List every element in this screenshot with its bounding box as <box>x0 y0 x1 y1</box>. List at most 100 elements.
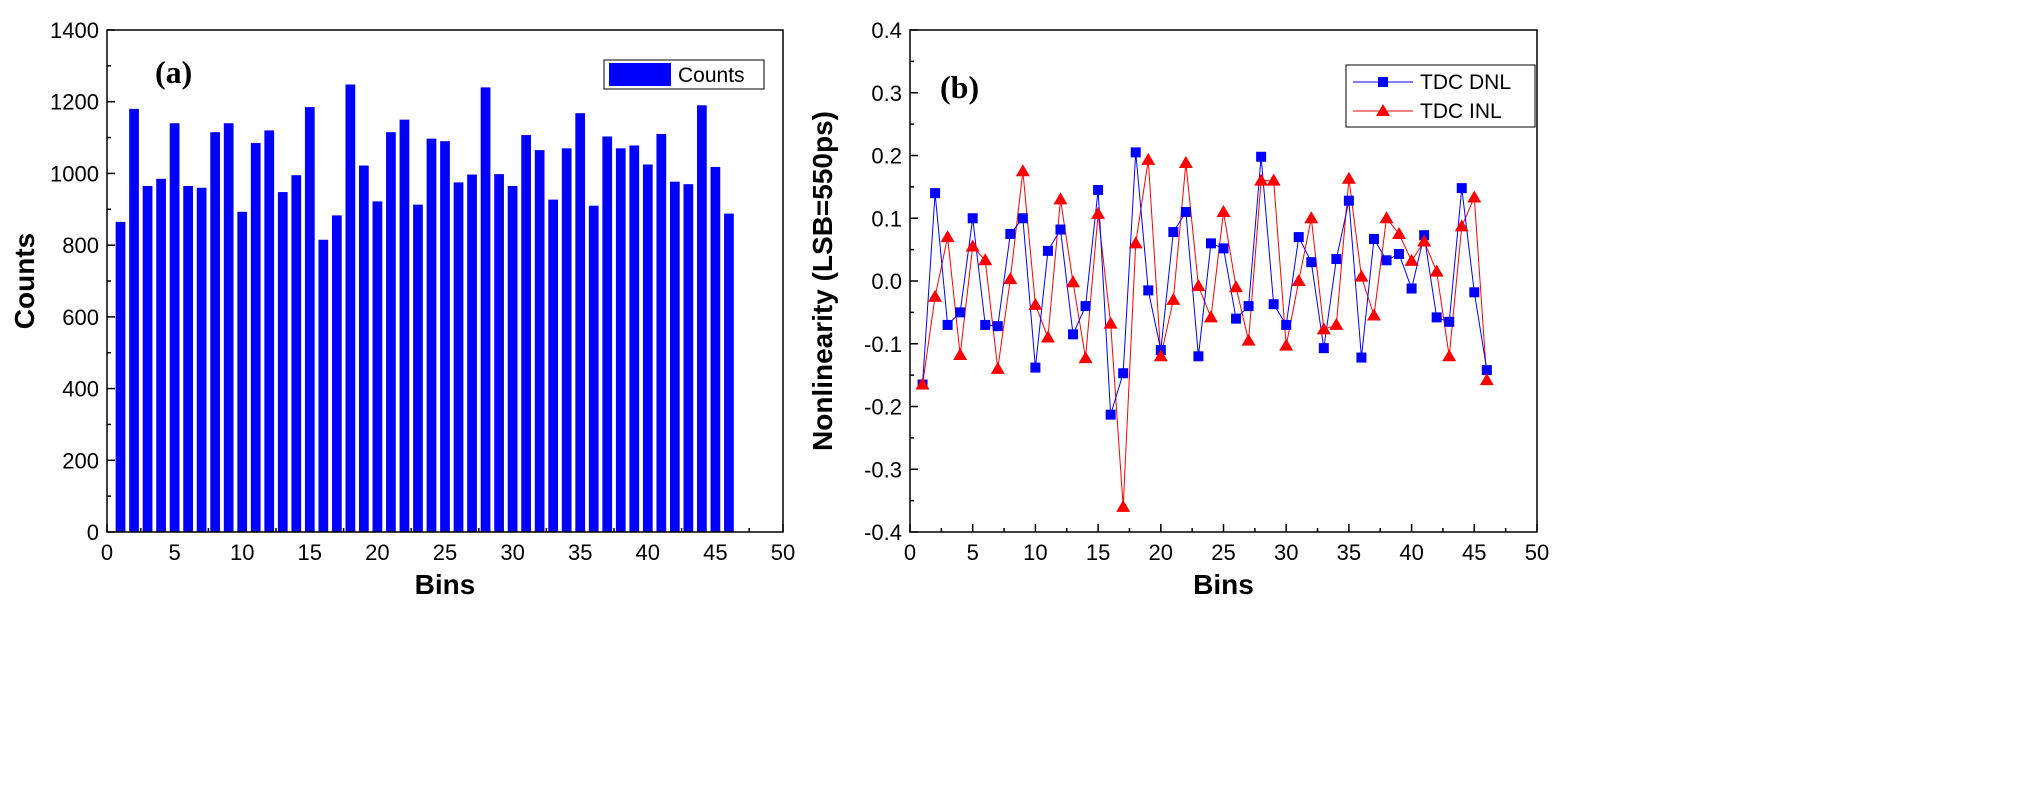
bar <box>724 213 734 533</box>
x-tick-label: 25 <box>433 540 457 565</box>
bar <box>697 105 707 533</box>
y-tick-label: 600 <box>62 305 99 330</box>
data-point-square <box>1130 147 1141 158</box>
data-point-triangle <box>940 230 955 243</box>
series-line <box>922 152 1488 415</box>
data-point-square <box>1456 183 1467 194</box>
data-point-triangle <box>1467 190 1482 203</box>
data-point-square <box>1394 249 1405 260</box>
data-point-triangle <box>1354 269 1369 282</box>
data-point-square <box>1017 213 1028 224</box>
data-point-triangle <box>1166 292 1181 305</box>
data-point-triangle <box>1066 275 1081 288</box>
y-tick-label: 200 <box>62 448 99 473</box>
data-point-square <box>1343 195 1354 206</box>
bar <box>467 174 477 533</box>
y-tick-label: -0.3 <box>864 457 902 482</box>
x-tick-label: 50 <box>771 540 795 565</box>
data-point-triangle <box>965 239 980 252</box>
x-tick-label: 20 <box>365 540 389 565</box>
bar <box>480 87 491 532</box>
bar <box>386 132 396 532</box>
data-point-square <box>1318 343 1329 354</box>
data-point-square <box>955 307 966 318</box>
data-point-triangle <box>1015 164 1030 177</box>
data-point-triangle <box>1291 274 1306 286</box>
data-point-triangle <box>1417 234 1432 247</box>
data-point-square <box>1105 409 1116 420</box>
legend: TDC DNL TDC INL <box>1345 64 1536 128</box>
data-point-triangle <box>978 253 993 266</box>
y-tick-label: 1000 <box>50 161 99 186</box>
plot-frame <box>909 29 1538 533</box>
bar <box>413 204 423 533</box>
data-point-square <box>1243 301 1254 312</box>
y-tick-label: 0 <box>87 520 99 545</box>
bar <box>359 165 369 533</box>
y-tick-label: 1200 <box>50 90 99 115</box>
y-tick-label: 1400 <box>50 18 99 43</box>
bar <box>494 174 504 532</box>
data-point-triangle <box>1404 253 1419 266</box>
x-tick-label: 10 <box>1023 540 1047 565</box>
data-point-square <box>1143 285 1154 296</box>
y-axis-label: Nonlinearity (LSB=550ps) <box>807 111 838 451</box>
bar <box>196 187 207 532</box>
data-point-triangle <box>1028 297 1043 310</box>
data-point-square <box>1381 255 1392 266</box>
data-point-square <box>1431 312 1442 323</box>
data-point-triangle <box>990 361 1005 374</box>
x-tick-label: 15 <box>298 540 322 565</box>
data-point-square <box>1306 257 1317 268</box>
bar <box>669 181 680 532</box>
bar <box>115 221 126 533</box>
y-tick-label: 0.0 <box>871 269 902 294</box>
bar <box>345 84 356 532</box>
data-point-triangle <box>1191 279 1206 292</box>
bar <box>575 113 586 532</box>
data-point-square <box>1268 299 1279 310</box>
legend-swatch <box>609 63 671 86</box>
y-tick-label: 800 <box>62 233 99 258</box>
x-tick-label: 40 <box>1399 540 1423 565</box>
legend-box <box>1345 64 1536 128</box>
bar <box>399 119 410 533</box>
data-point-triangle <box>1229 280 1244 293</box>
data-point-triangle <box>1316 322 1331 335</box>
legend-marker-square <box>1378 77 1388 87</box>
bar <box>223 123 234 532</box>
data-point-triangle <box>1141 152 1156 165</box>
data-point-triangle <box>1392 226 1407 239</box>
data-point-square <box>1180 206 1191 217</box>
data-point-triangle <box>1103 316 1118 329</box>
data-point-triangle <box>1053 192 1068 205</box>
panel-label: (b) <box>940 69 979 105</box>
data-point-square <box>1469 287 1480 298</box>
panel-label: (a) <box>155 54 192 90</box>
x-tick-label: 35 <box>568 540 592 565</box>
data-point-triangle <box>1442 349 1457 362</box>
bar <box>291 175 302 532</box>
data-point-square <box>1205 238 1216 249</box>
data-point-triangle <box>1479 373 1494 386</box>
data-point-square <box>942 319 953 330</box>
chart-a: 0 5 10 15 20 25 30 35 40 45 50 0 200 400 600 800 1000 120… <box>9 18 795 600</box>
bar <box>642 164 653 532</box>
bar <box>629 145 640 532</box>
bar <box>372 201 383 532</box>
data-point-triangle <box>1379 211 1394 224</box>
data-point-triangle <box>1366 308 1381 321</box>
data-point-triangle <box>1003 272 1018 285</box>
data-point-square <box>1042 245 1053 256</box>
data-point-triangle <box>915 377 930 390</box>
bar <box>548 199 559 532</box>
bar <box>683 184 694 532</box>
x-tick-label: 0 <box>904 540 916 565</box>
bar <box>534 150 545 532</box>
x-tick-label: 0 <box>101 540 113 565</box>
y-tick-label: 400 <box>62 377 99 402</box>
data-point-square <box>1093 185 1104 196</box>
chart-b: 0 5 10 15 20 25 30 35 40 45 50 -0.4 -0.3 -0.2 -0.1 0.0 0… <box>807 18 1549 600</box>
x-axis-label: Bins <box>415 569 476 600</box>
data-point-square <box>1481 365 1492 376</box>
